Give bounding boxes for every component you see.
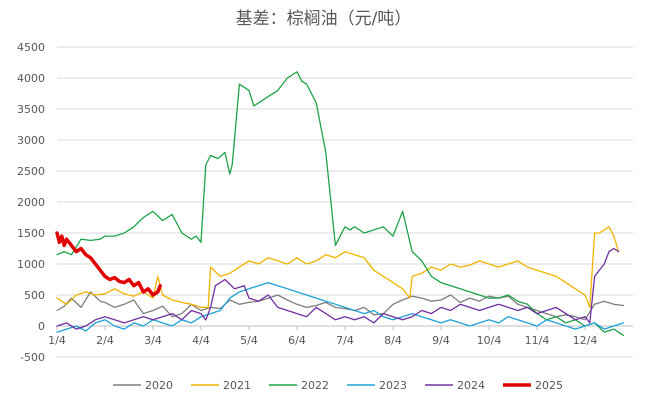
x-tick-label: 2/4 xyxy=(96,334,114,347)
x-tick-label: 5/4 xyxy=(240,334,258,347)
y-axis-ticks: -500 0 500 1000 1500 2000 2500 3000 3500 4000 4500 xyxy=(17,41,45,364)
x-tick-label: 8/4 xyxy=(384,334,402,347)
series-lines xyxy=(55,71,625,336)
x-tick-label: 4/4 xyxy=(192,334,210,347)
x-tick-label: 9/4 xyxy=(432,334,450,347)
x-tick-label: 11/4 xyxy=(525,334,550,347)
y-tick-label: 4500 xyxy=(17,41,45,54)
y-tick-label: 0 xyxy=(38,320,45,333)
legend-label-2021: 2021 xyxy=(223,379,251,392)
x-tick-label: 10/4 xyxy=(477,334,502,347)
legend-label-2020: 2020 xyxy=(145,379,173,392)
x-tick-label: 1/4 xyxy=(48,334,66,347)
y-tick-label: 1000 xyxy=(17,258,45,271)
legend-label-2022: 2022 xyxy=(301,379,329,392)
x-axis-ticks: 1/4 2/4 3/4 4/4 5/4 6/4 7/4 8/4 9/4 10/4 11/4 12/4 xyxy=(48,326,597,347)
legend-label-2024: 2024 xyxy=(457,379,485,392)
y-tick-label: 1500 xyxy=(17,227,45,240)
legend: 2020 2021 2022 2023 2024 2025 xyxy=(113,379,563,392)
y-tick-label: 3000 xyxy=(17,134,45,147)
series-line-2025 xyxy=(55,231,162,297)
y-tick-label: 4000 xyxy=(17,72,45,85)
y-tick-label: 2000 xyxy=(17,196,45,209)
x-tick-label: 6/4 xyxy=(288,334,306,347)
series-line-2023 xyxy=(56,281,625,333)
x-tick-label: 7/4 xyxy=(336,334,354,347)
chart-title: 基差：棕榈油（元/吨） xyxy=(235,9,412,29)
y-tick-label: 2500 xyxy=(17,165,45,178)
legend-label-2025: 2025 xyxy=(535,379,563,392)
y-tick-label: 500 xyxy=(24,289,45,302)
x-tick-label: 3/4 xyxy=(144,334,162,347)
y-tick-label: -500 xyxy=(20,351,45,364)
series-line-2021 xyxy=(56,226,620,309)
x-tick-label: 12/4 xyxy=(573,334,598,347)
series-line-2022 xyxy=(56,71,625,336)
y-tick-label: 3500 xyxy=(17,103,45,116)
legend-label-2023: 2023 xyxy=(379,379,407,392)
series-line-2024 xyxy=(56,247,620,330)
